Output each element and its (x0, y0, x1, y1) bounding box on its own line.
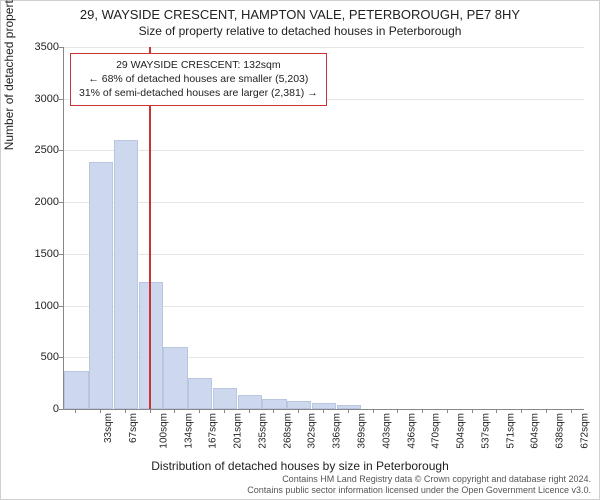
x-tick-label: 100sqm (158, 413, 169, 449)
x-tick-mark (273, 409, 274, 413)
histogram-bar (64, 371, 88, 409)
x-tick-mark (397, 409, 398, 413)
x-tick-label: 336sqm (332, 413, 343, 449)
y-tick-mark (59, 47, 63, 48)
x-tick-mark (174, 409, 175, 413)
y-tick-mark (59, 150, 63, 151)
histogram-bar (213, 388, 237, 409)
x-tick-mark (100, 409, 101, 413)
attribution: Contains HM Land Registry data © Crown c… (1, 474, 591, 496)
gridline (64, 254, 584, 255)
y-tick-label: 3500 (23, 41, 59, 53)
marker-info-box: 29 WAYSIDE CRESCENT: 132sqm ← 68% of det… (70, 53, 327, 106)
x-tick-label: 504sqm (456, 413, 467, 449)
y-tick-label: 3000 (23, 93, 59, 105)
x-axis-label: Distribution of detached houses by size … (1, 459, 599, 473)
y-tick-label: 0 (23, 403, 59, 415)
gridline (64, 150, 584, 151)
x-tick-label: 268sqm (282, 413, 293, 449)
x-tick-label: 201sqm (233, 413, 244, 449)
x-tick-mark (224, 409, 225, 413)
gridline (64, 202, 584, 203)
y-tick-mark (59, 306, 63, 307)
histogram-bar (89, 162, 113, 409)
histogram-bar (163, 347, 187, 409)
x-tick-mark (447, 409, 448, 413)
x-tick-label: 167sqm (208, 413, 219, 449)
x-tick-mark (571, 409, 572, 413)
x-tick-label: 302sqm (307, 413, 318, 449)
info-line-1: 29 WAYSIDE CRESCENT: 132sqm (79, 58, 318, 72)
y-tick-mark (59, 202, 63, 203)
plot-area: 29 WAYSIDE CRESCENT: 132sqm ← 68% of det… (63, 47, 584, 410)
y-tick-mark (59, 99, 63, 100)
histogram-bar (188, 378, 212, 409)
x-tick-label: 604sqm (530, 413, 541, 449)
x-tick-label: 403sqm (381, 413, 392, 449)
x-tick-mark (422, 409, 423, 413)
histogram-bar (114, 140, 138, 409)
x-tick-label: 235sqm (258, 413, 269, 449)
x-tick-mark (348, 409, 349, 413)
x-tick-label: 134sqm (183, 413, 194, 449)
y-tick-mark (59, 357, 63, 358)
histogram-bar (337, 405, 361, 409)
x-tick-mark (75, 409, 76, 413)
histogram-bar (238, 395, 262, 409)
y-tick-label: 1000 (23, 300, 59, 312)
y-tick-label: 1500 (23, 248, 59, 260)
chart-container: 29, WAYSIDE CRESCENT, HAMPTON VALE, PETE… (0, 0, 600, 500)
info-line-3: 31% of semi-detached houses are larger (… (79, 86, 318, 100)
x-tick-mark (496, 409, 497, 413)
x-tick-label: 672sqm (579, 413, 590, 449)
y-tick-mark (59, 254, 63, 255)
x-tick-label: 67sqm (128, 413, 139, 443)
x-tick-label: 369sqm (357, 413, 368, 449)
y-axis-label: Number of detached properties (2, 0, 16, 150)
x-tick-label: 436sqm (406, 413, 417, 449)
attribution-line-2: Contains public sector information licen… (1, 485, 591, 496)
x-tick-mark (298, 409, 299, 413)
gridline (64, 47, 584, 48)
attribution-line-1: Contains HM Land Registry data © Crown c… (1, 474, 591, 485)
info-line-2: ← 68% of detached houses are smaller (5,… (79, 72, 318, 86)
x-tick-label: 537sqm (480, 413, 491, 449)
x-tick-mark (150, 409, 151, 413)
x-tick-label: 33sqm (103, 413, 114, 443)
x-tick-mark (521, 409, 522, 413)
chart-subtitle: Size of property relative to detached ho… (1, 24, 599, 40)
x-tick-label: 470sqm (431, 413, 442, 449)
x-tick-mark (546, 409, 547, 413)
histogram-bar (262, 399, 286, 409)
x-tick-mark (323, 409, 324, 413)
chart-title: 29, WAYSIDE CRESCENT, HAMPTON VALE, PETE… (1, 1, 599, 24)
y-tick-mark (59, 409, 63, 410)
histogram-bar (287, 401, 311, 409)
y-tick-label: 2500 (23, 144, 59, 156)
x-tick-mark (472, 409, 473, 413)
y-tick-label: 2000 (23, 196, 59, 208)
y-tick-label: 500 (23, 351, 59, 363)
x-tick-label: 638sqm (555, 413, 566, 449)
x-tick-mark (199, 409, 200, 413)
x-tick-mark (373, 409, 374, 413)
x-tick-label: 571sqm (505, 413, 516, 449)
x-tick-mark (125, 409, 126, 413)
x-tick-mark (249, 409, 250, 413)
